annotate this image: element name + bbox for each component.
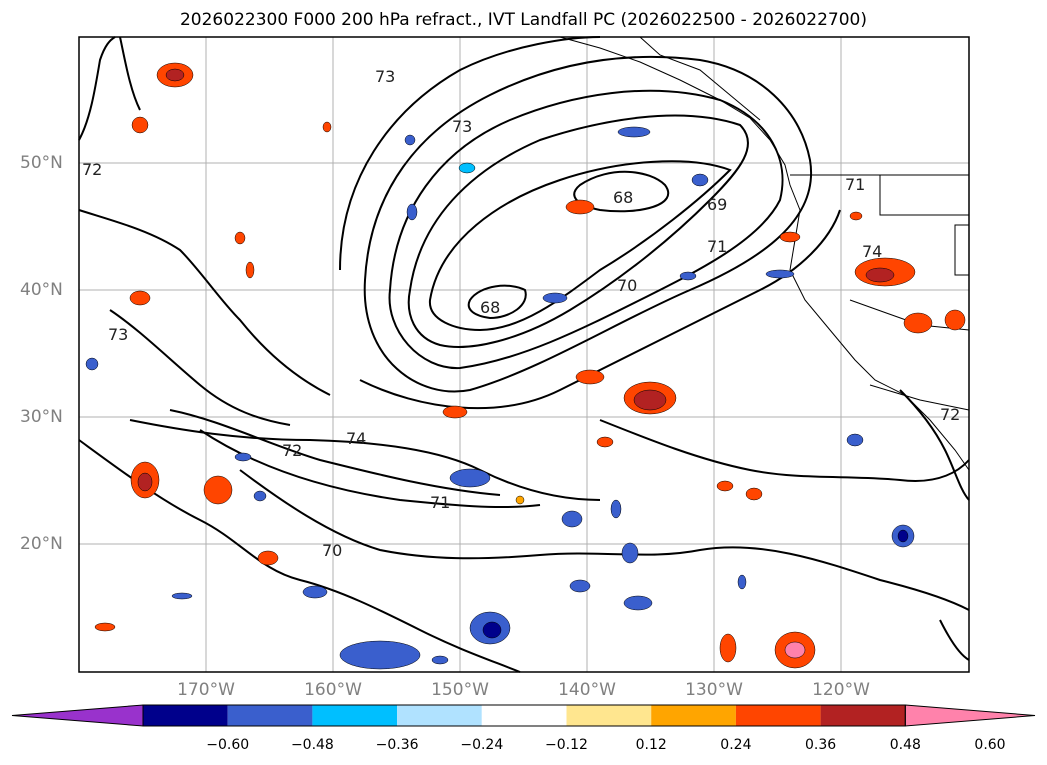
contour-label: 71 — [845, 175, 865, 194]
lat-label-40n: 40°N — [20, 280, 63, 300]
colorbar-segment — [735, 705, 821, 726]
graticule — [79, 37, 969, 672]
colorbar — [11, 704, 1036, 727]
contour-70-south — [239, 469, 970, 611]
plot-title: 2026022300 F000 200 hPa refract., IVT La… — [179, 10, 867, 30]
contour-label: 71 — [430, 493, 450, 512]
contour-label: 72 — [82, 160, 102, 179]
coastline — [559, 36, 970, 471]
contour-label: 69 — [707, 195, 727, 214]
colorbar-border — [142, 704, 906, 727]
contour-label: 74 — [862, 242, 882, 261]
map-frame — [78, 36, 970, 673]
colorbar-tick-label: −0.60 — [206, 737, 250, 753]
lat-label-30n: 30°N — [20, 407, 63, 427]
colorbar-tick-label: −0.24 — [460, 737, 504, 753]
colorbar-tick-label: 0.48 — [889, 737, 921, 753]
contour-label: 70 — [617, 276, 637, 295]
contour-68-south — [467, 284, 527, 320]
contour-label: 73 — [452, 117, 472, 136]
contour-71 — [388, 89, 784, 370]
contour-74 — [129, 419, 601, 501]
contour-69 — [428, 160, 732, 332]
colorbar-tick-label: −0.48 — [290, 737, 334, 753]
contour-72-mid — [169, 409, 501, 496]
contour-70 — [407, 114, 750, 348]
colorbar-extend-high — [904, 704, 1036, 727]
colorbar-tick-label: −0.36 — [375, 737, 419, 753]
contour-label: 72 — [282, 441, 302, 460]
lat-label-50n: 50°N — [20, 153, 63, 173]
contour-label: 73 — [375, 67, 395, 86]
colorbar-segment — [651, 705, 736, 726]
colorbar-tick-label: 0.36 — [805, 737, 837, 753]
contour-label: 68 — [613, 188, 633, 207]
contour-label: 70 — [322, 541, 342, 560]
colorbar-tick-label: 0.12 — [635, 737, 667, 753]
contour-71-east — [939, 619, 970, 661]
lon-label-170w: 170°W — [177, 680, 235, 700]
colorbar-segment — [227, 705, 313, 726]
contour-72-east — [899, 389, 970, 501]
contour-73-west — [109, 36, 291, 426]
colorbar-segment — [312, 705, 398, 726]
ivt-positive-blobs — [94, 62, 966, 669]
colorbar-tick-label: 0.60 — [974, 737, 1006, 753]
colorbar-segment — [820, 705, 906, 726]
colorbar-segment — [566, 705, 652, 726]
lon-label-160w: 160°W — [304, 680, 362, 700]
contour-label: 71 — [707, 237, 727, 256]
lon-label-120w: 120°W — [812, 680, 870, 700]
contour-label: 68 — [480, 298, 500, 317]
contour-label: 73 — [108, 325, 128, 344]
contour-labels: 72 73 73 68 69 71 70 68 71 74 73 74 72 7… — [82, 67, 960, 560]
colorbar-segment — [397, 705, 482, 726]
refractivity-contours — [78, 36, 970, 673]
lon-label-130w: 130°W — [685, 680, 743, 700]
ivt-negative-blobs — [85, 126, 915, 670]
colorbar-segment — [481, 705, 567, 726]
contour-73-east — [599, 419, 970, 482]
colorbar-tick-label: −0.12 — [545, 737, 588, 753]
colorbar-segment — [143, 705, 228, 726]
colorbar-tick-label: 0.24 — [720, 737, 752, 753]
lat-label-20n: 20°N — [20, 534, 63, 554]
contour-label: 72 — [940, 405, 960, 424]
map-panel: 72 73 73 68 69 71 70 68 71 74 73 74 72 7… — [78, 36, 970, 673]
lon-label-150w: 150°W — [431, 680, 489, 700]
contour-72 — [363, 55, 813, 393]
contour-label: 74 — [346, 429, 366, 448]
colorbar-extend-low — [11, 704, 144, 727]
lon-label-140w: 140°W — [558, 680, 616, 700]
contour-71-mid — [199, 429, 541, 509]
contour-73-southwest — [78, 439, 521, 673]
contour-72-west — [78, 36, 331, 396]
